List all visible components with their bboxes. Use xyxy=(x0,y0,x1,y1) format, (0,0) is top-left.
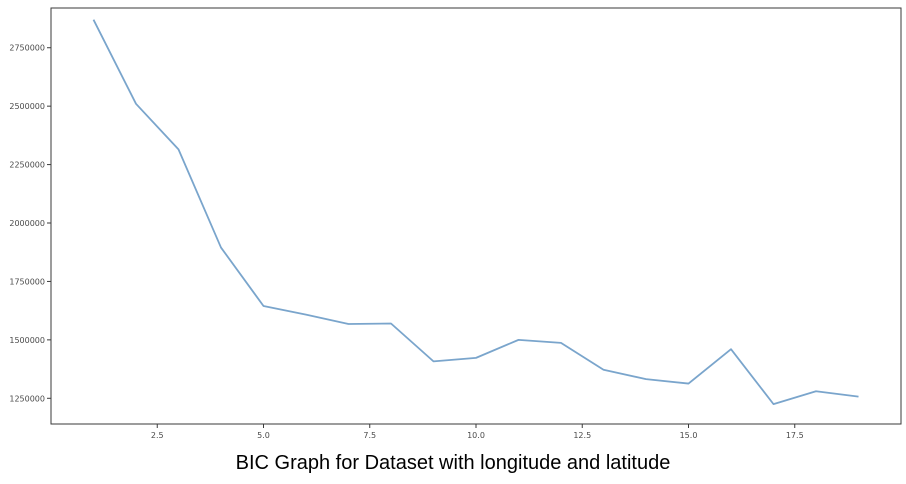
x-tick-label: 2.5 xyxy=(151,431,164,440)
x-tick-label: 5.0 xyxy=(257,431,270,440)
x-axis: 2.5 5.0 7.5 10.0 12.5 15.0 17.5 xyxy=(151,424,804,440)
y-tick-label: 2250000 xyxy=(9,161,45,170)
bic-line-chart: 2.5 5.0 7.5 10.0 12.5 15.0 17.5 1250000 1500000… xyxy=(9,7,902,440)
x-tick-label: 17.5 xyxy=(786,431,804,440)
y-tick-label: 2500000 xyxy=(9,102,45,111)
y-tick-label: 1750000 xyxy=(9,277,45,286)
y-tick-label: 2000000 xyxy=(9,219,45,228)
y-tick-label: 1250000 xyxy=(9,394,45,403)
series-line xyxy=(92,19,859,406)
plot-frame xyxy=(50,7,902,425)
x-tick-label: 7.5 xyxy=(363,431,376,440)
y-axis: 1250000 1500000 1750000 2000000 2250000 25000… xyxy=(9,44,51,403)
chart-caption: BIC Graph for Dataset with longitude and… xyxy=(235,452,671,474)
x-tick-label: 15.0 xyxy=(680,431,698,440)
y-tick-label: 2750000 xyxy=(9,44,45,53)
y-tick-label: 1500000 xyxy=(9,336,45,345)
x-tick-label: 10.0 xyxy=(467,431,485,440)
series-layer xyxy=(92,19,859,406)
x-tick-label: 12.5 xyxy=(573,431,591,440)
